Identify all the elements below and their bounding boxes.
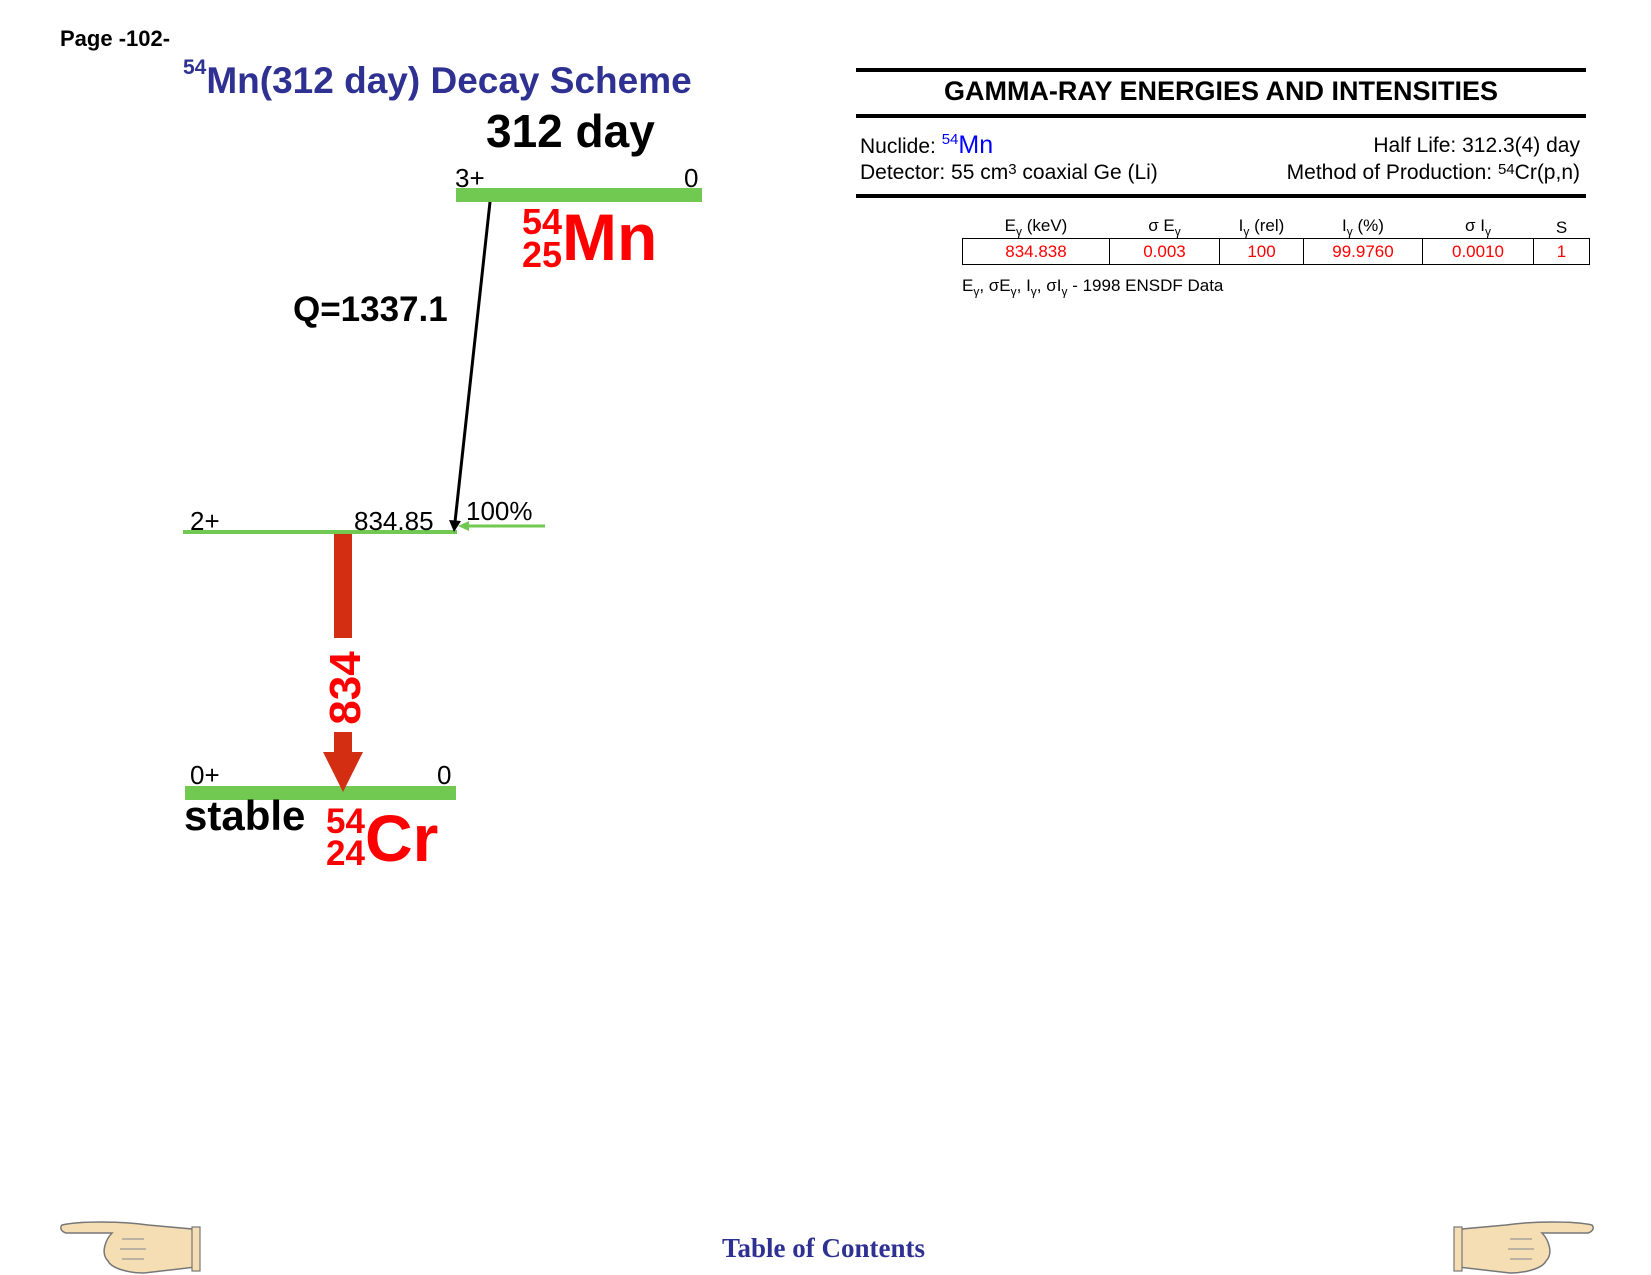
parent-half-life: 312 day	[486, 105, 655, 157]
q-value: Q=1337.1	[293, 290, 448, 329]
gamma-ray-table: Eγ (keV) σ Eγ Iγ (rel) Iγ (%) σ Iγ S 834…	[962, 211, 1590, 265]
heading-rule	[856, 114, 1586, 118]
daughter-status: stable	[184, 792, 306, 839]
hand-pointing-left-icon[interactable]	[60, 1217, 202, 1275]
parent-level-bar	[456, 188, 702, 202]
col-energy: Eγ (keV)	[1004, 215, 1068, 238]
nuclide-label: Nuclide:	[860, 135, 936, 158]
excited-spin: 2+	[190, 506, 220, 536]
half-life-info: Half Life: 312.3(4) day	[1373, 134, 1580, 157]
table-row: 834.838 0.003 100 99.9760 0.0010 1	[962, 238, 1590, 265]
nuclide-mass: 54	[941, 131, 959, 148]
data-source-text: 1998 ENSDF Data	[1082, 276, 1224, 295]
detector-text-post: coaxial Ge (Li)	[1016, 161, 1158, 184]
gamma-energy-label: 834	[306, 648, 386, 728]
excited-level-bar	[183, 530, 457, 534]
page-label: Page -102-	[60, 26, 171, 51]
cell-s: 1	[1533, 238, 1590, 265]
cell-percent-intensity: 99.9760	[1303, 238, 1423, 265]
branch-pointer-head	[458, 521, 469, 531]
daughter-atomic-number: 24	[326, 834, 365, 874]
ground-energy: 0	[437, 760, 452, 790]
daughter-mass-number: 54	[326, 802, 365, 841]
cell-relative-intensity: 100	[1219, 238, 1304, 265]
excited-energy: 834.85	[354, 506, 434, 536]
cell-energy-uncertainty: 0.003	[1109, 238, 1220, 265]
beta-decay-arrow	[453, 201, 492, 523]
method-text: Method of Production:	[1286, 161, 1498, 184]
production-info: Method of Production: 54Cr(p,n)	[1287, 161, 1580, 185]
gamma-transition-shaft-lower	[334, 732, 352, 754]
detector-text: Detector: 55 cm	[860, 161, 1009, 184]
col-energy-uncertainty: σ Eγ	[1148, 215, 1181, 238]
gamma-energy-text: 834	[321, 651, 370, 725]
daughter-nuclide: 54 24Cr	[326, 801, 439, 875]
decay-scheme-title: 54Mn(312 day) Decay Scheme	[183, 56, 692, 102]
parent-atomic-number: 25	[522, 234, 563, 276]
table-of-contents-link[interactable]: Table of Contents	[722, 1233, 926, 1263]
detector-sup: 3	[1008, 161, 1017, 178]
method-text-post: Cr(p,n)	[1514, 161, 1580, 184]
nuclide-info: Nuclide: 54Mn	[860, 131, 993, 160]
col-s: S	[1555, 218, 1568, 237]
cell-energy: 834.838	[962, 238, 1110, 265]
ground-spin: 0+	[190, 760, 220, 790]
parent-energy: 0	[684, 163, 699, 193]
data-source-note: Eγ, σEγ, Iγ, σIγ - 1998 ENSDF Data	[962, 276, 1224, 299]
nuclide-symbol: Mn	[958, 131, 994, 159]
gamma-transition-arrowhead	[323, 752, 363, 792]
beta-arrowhead	[449, 520, 461, 532]
parent-symbol: Mn	[562, 200, 658, 274]
top-rule	[856, 68, 1586, 72]
title-text: Mn(312 day) Decay Scheme	[206, 60, 692, 101]
branch-intensity: 100%	[466, 496, 533, 526]
parent-nuclide: 54 25Mn	[522, 200, 658, 274]
gamma-table-heading: GAMMA-RAY ENERGIES AND INTENSITIES	[943, 76, 1499, 106]
info-rule	[856, 194, 1586, 198]
parent-spin: 3+	[455, 163, 485, 193]
col-relative-intensity: Iγ (rel)	[1238, 215, 1285, 238]
col-percent-intensity: Iγ (%)	[1342, 215, 1384, 238]
col-intensity-uncertainty: σ Iγ	[1465, 215, 1491, 238]
title-mass-number: 54	[183, 56, 207, 79]
gamma-transition-shaft	[334, 534, 352, 638]
parent-mass-number: 54	[522, 201, 563, 242]
cell-intensity-uncertainty: 0.0010	[1422, 238, 1534, 265]
method-sup: 54	[1497, 161, 1515, 178]
hand-pointing-right-icon[interactable]	[1452, 1217, 1594, 1275]
daughter-symbol: Cr	[364, 801, 439, 875]
table-header-row: Eγ (keV) σ Eγ Iγ (rel) Iγ (%) σ Iγ S	[963, 211, 1590, 239]
ground-level-bar	[185, 786, 456, 800]
detector-info: Detector: 55 cm3 coaxial Ge (Li)	[860, 161, 1158, 185]
